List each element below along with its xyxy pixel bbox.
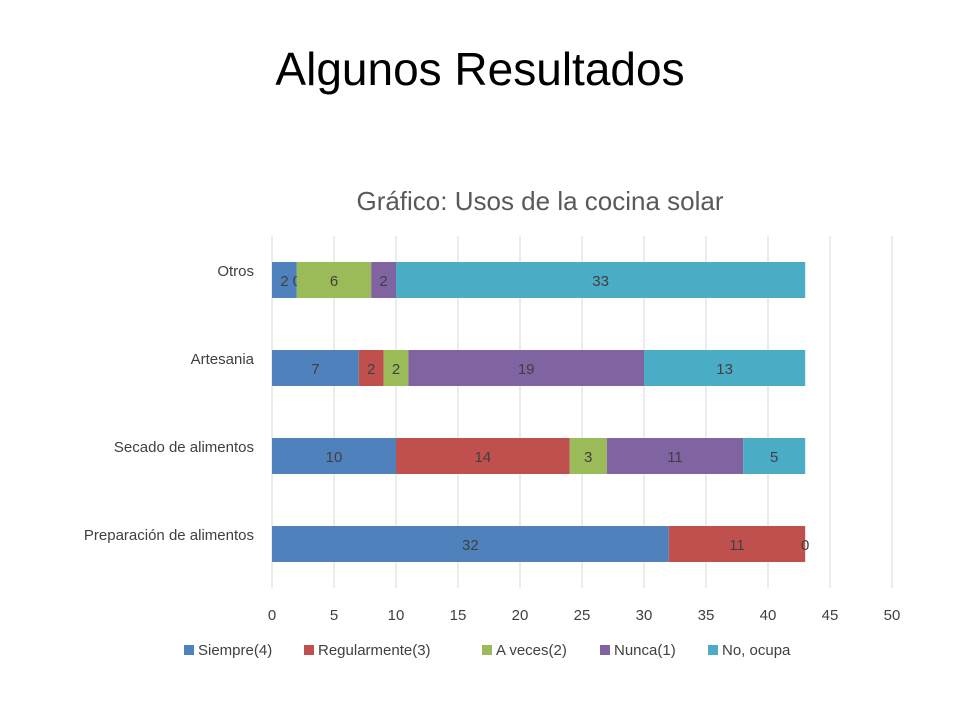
bar-segment xyxy=(644,350,806,386)
data-label: 2 xyxy=(392,361,400,378)
data-label: 11 xyxy=(729,537,745,554)
legend-swatch xyxy=(600,645,610,655)
data-label: 0 xyxy=(801,537,809,554)
data-label: 33 xyxy=(592,273,609,290)
x-tick-label: 20 xyxy=(512,607,529,624)
x-tick-label: 30 xyxy=(636,607,653,624)
category-label: Secado de alimentos xyxy=(114,439,254,456)
category-label: Otros xyxy=(217,263,254,280)
x-tick-label: 40 xyxy=(760,607,777,624)
bar-segment xyxy=(396,438,570,474)
data-label: 13 xyxy=(716,361,733,378)
category-label: Preparación de alimentos xyxy=(84,527,254,544)
slide-title: Algunos Resultados xyxy=(275,43,685,95)
data-label: 10 xyxy=(326,449,343,466)
bar-segment xyxy=(408,350,644,386)
legend-label: No, ocupa xyxy=(722,642,791,659)
bar-segment xyxy=(383,350,409,386)
data-label: 2 xyxy=(367,361,375,378)
chart-title: Gráfico: Usos de la cocina solar xyxy=(356,186,723,216)
category-labels: Preparación de alimentos Secado de alimen… xyxy=(84,263,255,544)
legend-swatch xyxy=(708,645,718,655)
bar-segment xyxy=(371,262,396,298)
x-tick-label: 50 xyxy=(884,607,901,624)
data-label: 5 xyxy=(770,449,778,466)
bar-segment xyxy=(272,438,396,474)
x-tick-label: 5 xyxy=(330,607,338,624)
bar-segment xyxy=(272,526,669,562)
x-tick-label: 35 xyxy=(698,607,715,624)
data-label: 2 xyxy=(379,273,387,290)
bar-segment xyxy=(272,262,297,298)
bar-segment xyxy=(606,438,744,474)
data-label: 14 xyxy=(474,449,491,466)
data-label: 11 xyxy=(667,449,683,466)
data-label: 6 xyxy=(330,273,338,290)
bar-segment xyxy=(743,438,806,474)
legend-label: Nunca(1) xyxy=(614,642,676,659)
category-label: Artesania xyxy=(191,351,255,368)
legend-label: A veces(2) xyxy=(496,642,567,659)
data-label: 32 xyxy=(462,537,479,554)
legend: Siempre(4) Regularmente(3) A veces(2) Nunca… xyxy=(184,642,791,659)
bar-segment xyxy=(569,438,607,474)
bar-segment xyxy=(272,350,359,386)
x-tick-label: 0 xyxy=(268,607,276,624)
legend-label: Regularmente(3) xyxy=(318,642,431,659)
x-tick-label: 45 xyxy=(822,607,839,624)
x-axis-ticks: 0 5 10 15 20 25 30 35 40 45 50 xyxy=(268,607,901,624)
data-label: 3 xyxy=(584,449,592,466)
bar-segment xyxy=(358,350,384,386)
x-tick-label: 10 xyxy=(388,607,405,624)
bars-layer: 32110101431157221913206233 xyxy=(272,262,809,562)
bar-segment xyxy=(296,262,372,298)
data-label: 19 xyxy=(518,361,535,378)
x-tick-label: 15 xyxy=(450,607,467,624)
x-tick-label: 25 xyxy=(574,607,591,624)
bar-segment xyxy=(668,526,806,562)
legend-swatch xyxy=(304,645,314,655)
legend-label: Siempre(4) xyxy=(198,642,272,659)
legend-swatch xyxy=(184,645,194,655)
bar-segment xyxy=(396,262,806,298)
legend-swatch xyxy=(482,645,492,655)
data-label: 2 xyxy=(280,273,288,290)
data-label: 7 xyxy=(311,361,319,378)
